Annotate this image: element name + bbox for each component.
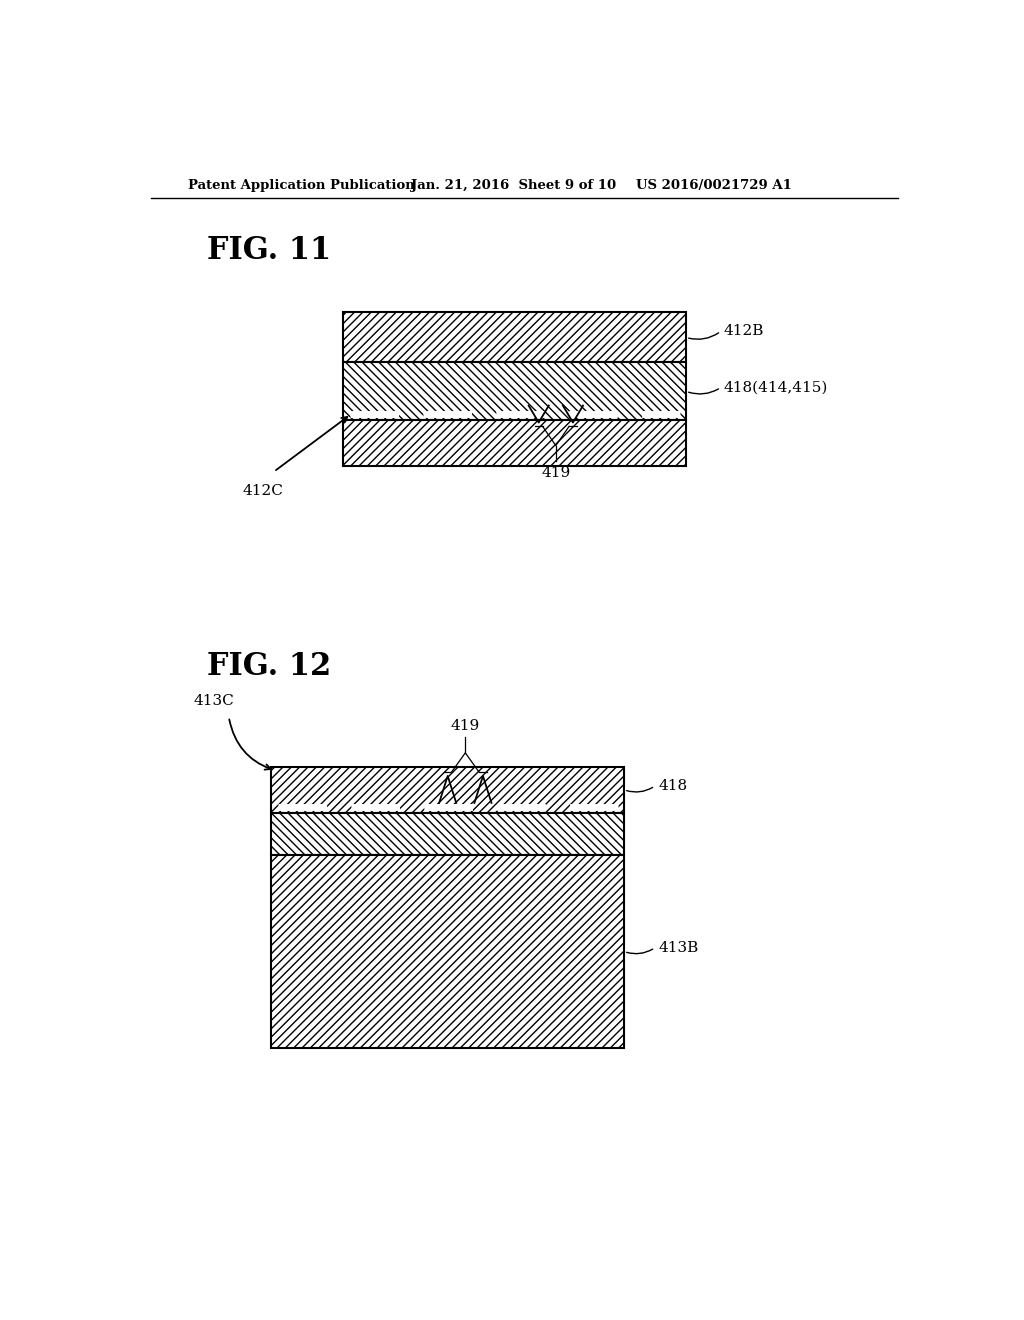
Text: Patent Application Publication: Patent Application Publication — [188, 178, 415, 191]
Text: 418(414,415): 418(414,415) — [723, 380, 827, 395]
Text: 413B: 413B — [658, 941, 698, 954]
Text: 419: 419 — [451, 719, 480, 733]
Text: 413C: 413C — [194, 694, 234, 709]
Text: FIG. 12: FIG. 12 — [207, 651, 332, 682]
Text: US 2016/0021729 A1: US 2016/0021729 A1 — [636, 178, 792, 191]
Text: 418: 418 — [658, 779, 687, 793]
Text: FIG. 11: FIG. 11 — [207, 235, 331, 267]
Text: 419: 419 — [542, 466, 570, 479]
Bar — [343, 363, 686, 420]
Text: 412C: 412C — [243, 484, 284, 498]
Bar — [343, 420, 686, 466]
Bar — [271, 855, 624, 1048]
Bar — [271, 813, 624, 855]
Bar — [343, 313, 686, 363]
Bar — [271, 767, 624, 813]
Text: 412B: 412B — [723, 325, 764, 338]
Text: Jan. 21, 2016  Sheet 9 of 10: Jan. 21, 2016 Sheet 9 of 10 — [411, 178, 616, 191]
